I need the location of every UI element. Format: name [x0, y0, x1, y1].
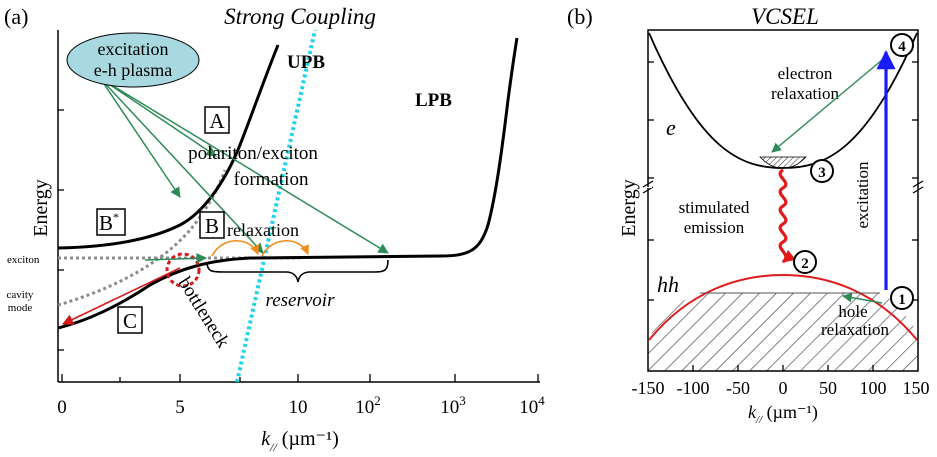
svg-text:B: B	[205, 214, 219, 238]
panel-b-tag: (b)	[567, 4, 593, 29]
stimulated-emission-arrow	[778, 168, 796, 264]
upb-label: UPB	[287, 52, 325, 73]
hh-band-label: hh	[657, 272, 679, 297]
panel-a-ticks	[58, 109, 539, 382]
svg-text:50: 50	[819, 378, 837, 398]
panel-b-x-label: k// (µm⁻¹)	[748, 402, 818, 426]
panel-b-y-label: Energy	[618, 179, 640, 236]
electron-relax-arrow	[771, 54, 889, 153]
svg-text:C: C	[123, 309, 137, 333]
panel-b-ticks	[648, 61, 918, 371]
box-b: B	[199, 211, 225, 239]
hole-relax-line2: relaxation	[821, 320, 889, 339]
bottleneck-label: bottleneck	[174, 274, 234, 353]
svg-text:103: 103	[440, 393, 466, 418]
excitation-line1: excitation	[98, 39, 169, 59]
svg-text:A: A	[209, 109, 225, 133]
panel-a-y-label: Energy	[30, 179, 52, 236]
step-2: 2	[793, 250, 817, 274]
svg-text:0: 0	[57, 397, 67, 418]
stimulated-line2: emission	[684, 218, 745, 237]
step-1: 1	[890, 286, 914, 310]
excitation-bubble	[66, 32, 200, 88]
red-arrow-c	[61, 267, 181, 325]
step-3: 3	[810, 159, 834, 183]
svg-text:102: 102	[355, 393, 381, 418]
excitation-label: excitation	[853, 161, 872, 229]
formation-line1: polariton/exciton	[188, 143, 318, 164]
svg-text:104: 104	[519, 393, 545, 418]
panel-b-title: VCSEL	[751, 4, 819, 29]
panel-b-axis-breaks	[642, 180, 924, 194]
hole-relax-arrow	[842, 292, 883, 304]
relaxation-label: relaxation	[227, 220, 299, 240]
box-b-star: B*	[96, 208, 126, 236]
electron-relax-line2: relaxation	[771, 84, 839, 103]
svg-text:1: 1	[898, 292, 906, 308]
svg-text:-50: -50	[726, 378, 750, 398]
panel-b-x-tick-labels: -150 -100 -50 0 50 100 150	[632, 378, 930, 398]
relaxation-arrows	[211, 240, 309, 257]
upb-curve	[58, 44, 280, 250]
cavity-label-line2: mode	[8, 302, 33, 314]
panel-a-tag: (a)	[4, 4, 28, 29]
svg-text:-100: -100	[677, 378, 710, 398]
hh-hatched-region	[648, 293, 918, 371]
svg-text:5: 5	[175, 397, 185, 418]
svg-text:150: 150	[903, 378, 930, 398]
stimulated-line1: stimulated	[679, 198, 750, 217]
svg-text:10: 10	[289, 397, 308, 418]
step-4: 4	[890, 33, 914, 57]
panel-a-title: Strong Coupling	[224, 4, 376, 29]
hole-relax-line1: hole	[838, 302, 867, 321]
panel-a-x-tick-labels: 0 5 10 102 103 104	[57, 393, 545, 418]
box-c: C	[117, 306, 143, 334]
panel-a: (a) Strong Coupling Energy 0 5 10 102 10…	[4, 4, 545, 454]
reservoir-label: reservoir	[266, 290, 336, 311]
svg-text:B*: B*	[99, 210, 119, 235]
svg-text:100: 100	[860, 378, 887, 398]
lpb-curve	[58, 37, 519, 330]
e-band-label: e	[666, 115, 676, 140]
cyan-dotted-line	[235, 30, 317, 382]
svg-text:0: 0	[779, 378, 788, 398]
svg-text:3: 3	[818, 165, 826, 181]
svg-text:2: 2	[801, 256, 809, 272]
hh-band-curve	[648, 273, 918, 341]
e-band-occupied	[759, 156, 807, 169]
green-arrows	[99, 77, 389, 264]
lpb-label: LPB	[415, 90, 452, 111]
formation-line2: formation	[234, 169, 309, 190]
electron-relax-line1: electron	[778, 64, 833, 83]
svg-text:4: 4	[898, 39, 906, 55]
cavity-label-line1: cavity	[7, 289, 34, 301]
reservoir-brace	[206, 259, 389, 283]
excitation-line2: e-h plasma	[94, 60, 172, 80]
bottleneck-circle	[165, 252, 201, 288]
box-a: A	[204, 106, 230, 134]
exciton-label: exciton	[7, 254, 40, 266]
panel-a-x-label: k// (µm⁻¹)	[261, 428, 339, 454]
svg-text:-150: -150	[632, 378, 665, 398]
panel-b: (b) VCSEL	[567, 4, 930, 426]
